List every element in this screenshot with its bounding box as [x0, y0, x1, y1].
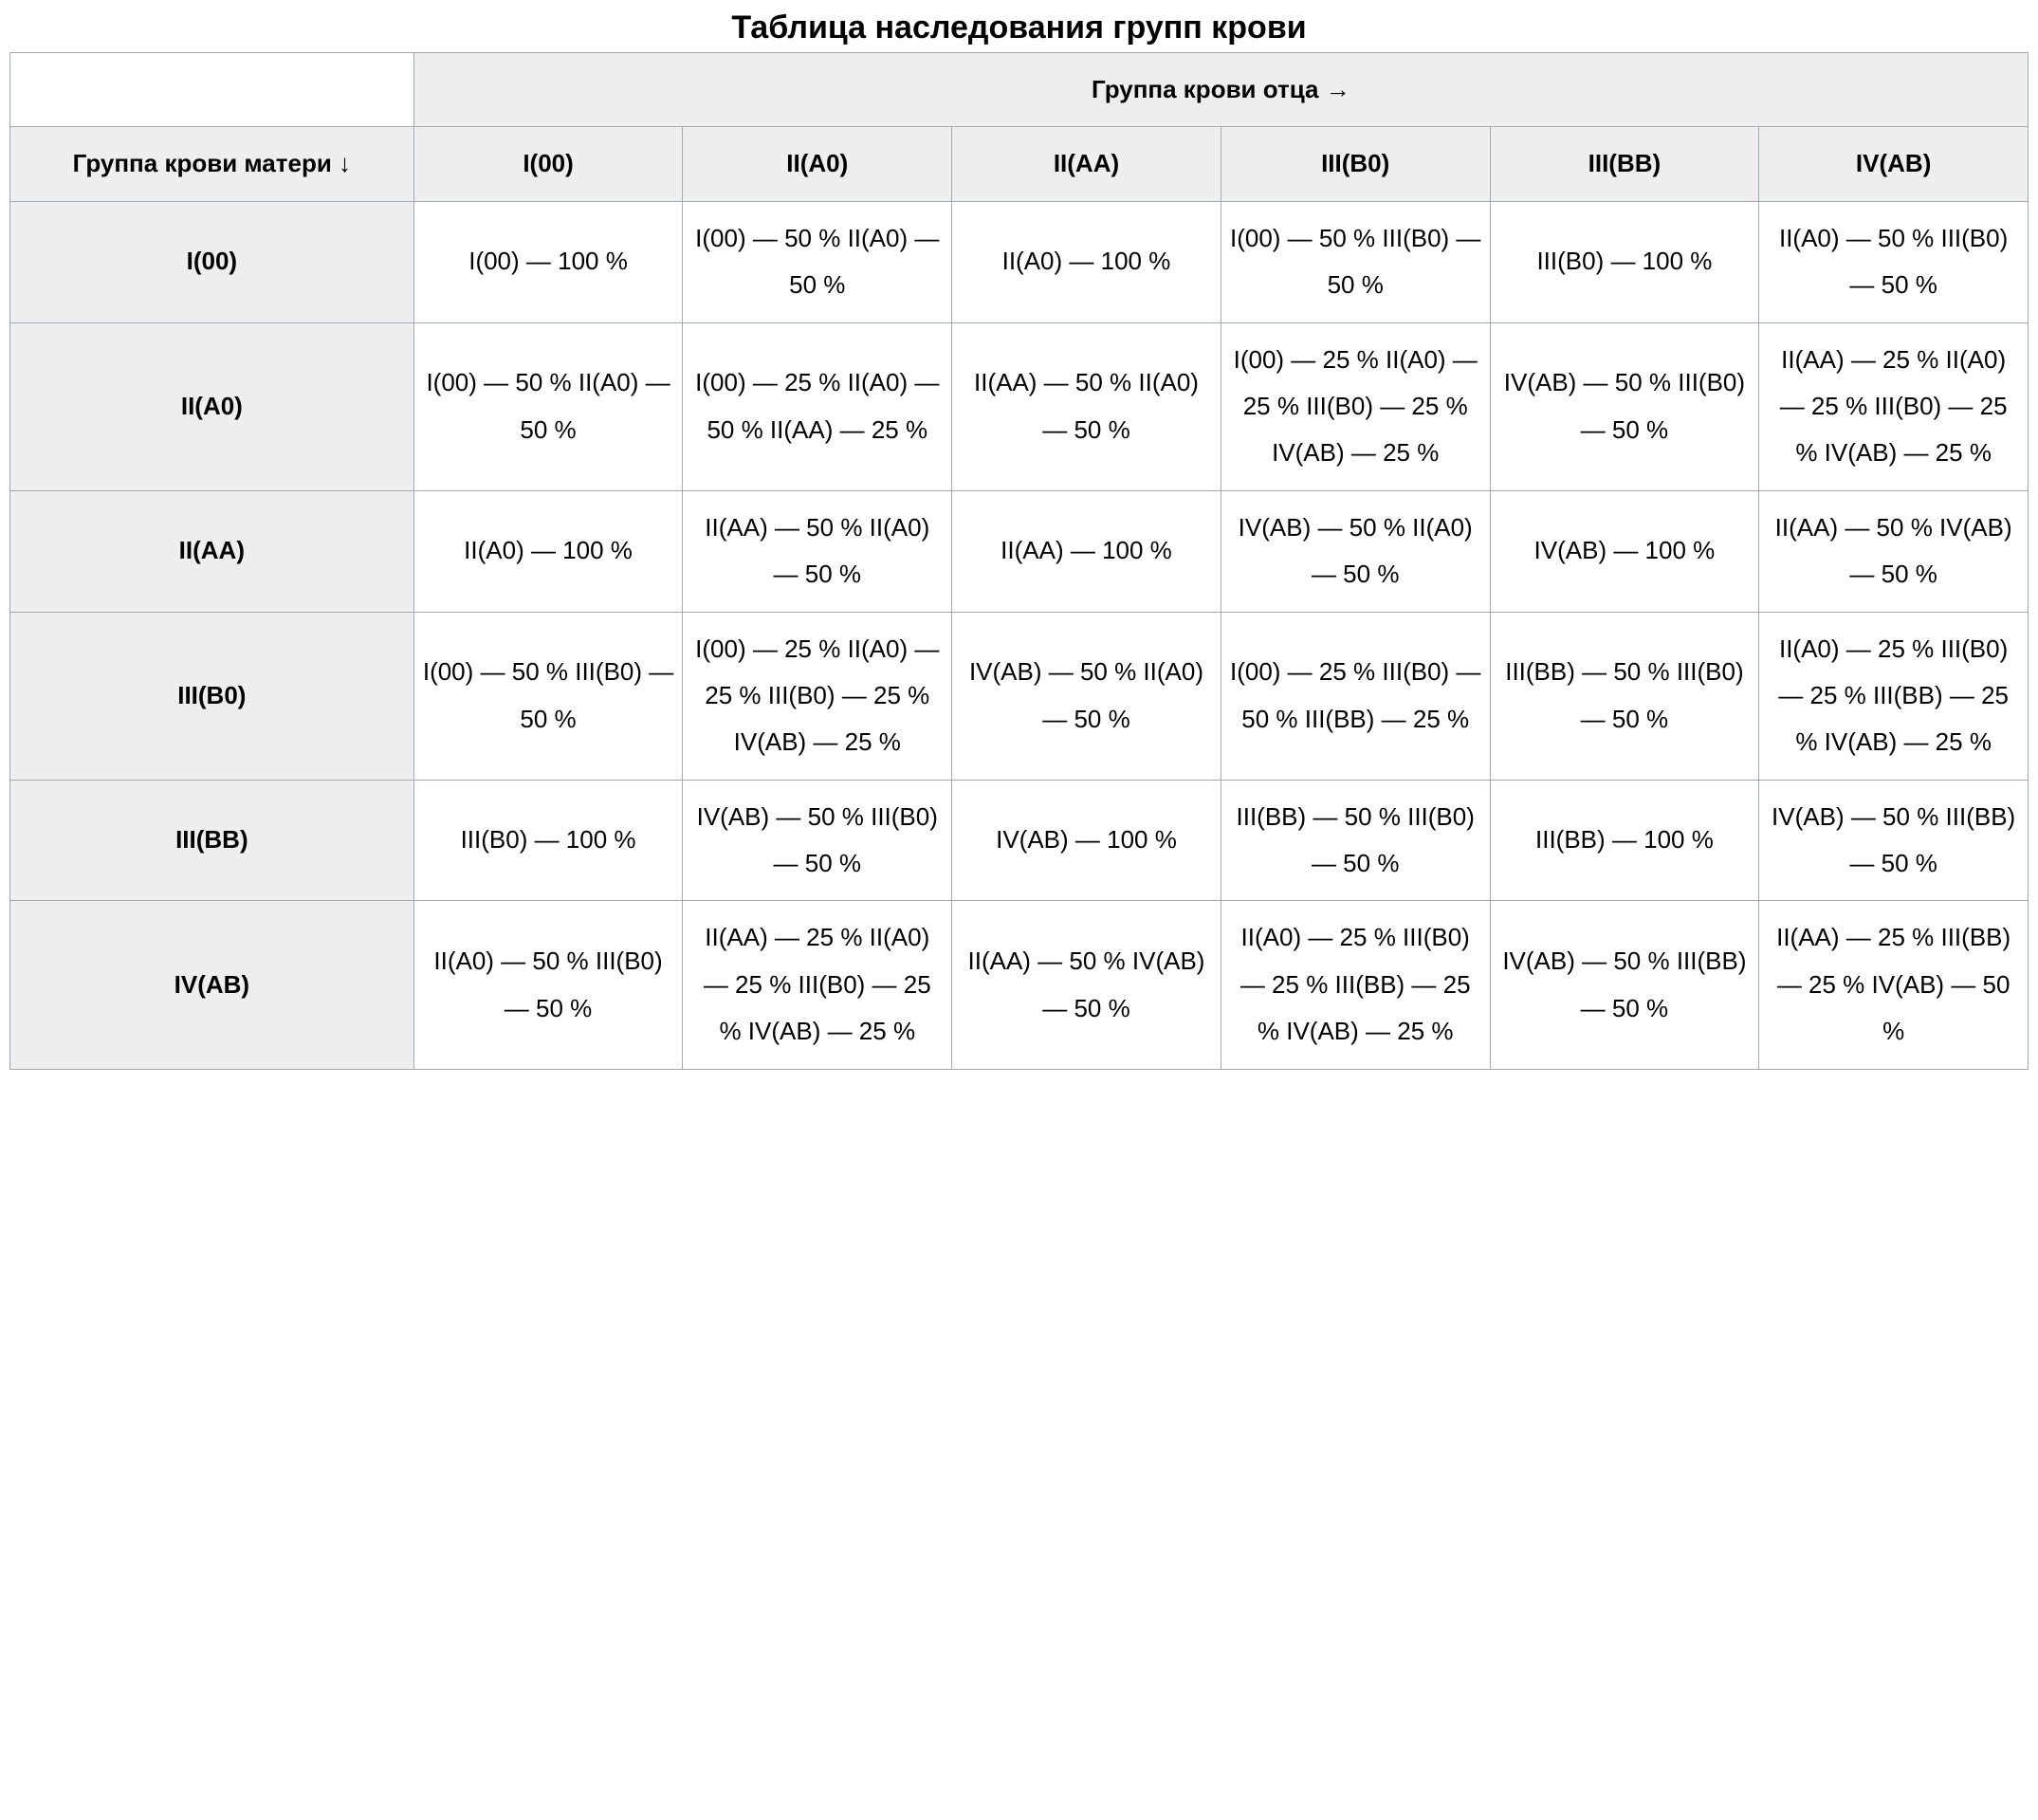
table-caption: Таблица наследования групп крови	[9, 9, 2029, 52]
data-cell: II(A0) — 25 % III(B0) — 25 % III(BB) — 2…	[1759, 612, 2029, 780]
data-cell: I(00) — 50 % II(A0) — 50 %	[413, 322, 683, 490]
col-header: III(B0)	[1221, 127, 1490, 201]
data-cell: I(00) — 50 % III(B0) — 50 %	[413, 612, 683, 780]
table-row: I(00)I(00) — 100 %I(00) — 50 % II(A0) — …	[10, 201, 2029, 322]
data-cell: I(00) — 25 % II(A0) — 50 % II(AA) — 25 %	[683, 322, 952, 490]
data-cell: II(A0) — 50 % III(B0) — 50 %	[413, 901, 683, 1069]
data-cell: I(00) — 25 % III(B0) — 50 % III(BB) — 25…	[1221, 612, 1490, 780]
data-cell: IV(AB) — 100 %	[952, 780, 1221, 901]
header-blank	[10, 53, 414, 127]
row-header: I(00)	[10, 201, 414, 322]
col-header: II(AA)	[952, 127, 1221, 201]
data-cell: II(A0) — 100 %	[952, 201, 1221, 322]
data-cell: II(AA) — 50 % II(A0) — 50 %	[952, 322, 1221, 490]
data-cell: III(BB) — 100 %	[1490, 780, 1759, 901]
blood-type-inheritance-table: Таблица наследования групп крови Группа …	[9, 9, 2029, 1070]
row-header: II(AA)	[10, 490, 414, 612]
data-cell: II(AA) — 25 % III(BB) — 25 % IV(AB) — 50…	[1759, 901, 2029, 1069]
data-cell: I(00) — 25 % II(A0) — 25 % III(B0) — 25 …	[683, 612, 952, 780]
data-cell: II(AA) — 50 % II(A0) — 50 %	[683, 490, 952, 612]
data-cell: II(AA) — 100 %	[952, 490, 1221, 612]
data-cell: IV(AB) — 100 %	[1490, 490, 1759, 612]
row-header: II(A0)	[10, 322, 414, 490]
data-cell: I(00) — 50 % III(B0) — 50 %	[1221, 201, 1490, 322]
data-cell: IV(AB) — 50 % III(B0) — 50 %	[683, 780, 952, 901]
data-cell: III(BB) — 50 % III(B0) — 50 %	[1221, 780, 1490, 901]
row-header: III(BB)	[10, 780, 414, 901]
header-father: Группа крови отца →	[413, 53, 2028, 127]
table-row: II(A0)I(00) — 50 % II(A0) — 50 %I(00) — …	[10, 322, 2029, 490]
data-cell: I(00) — 25 % II(A0) — 25 % III(B0) — 25 …	[1221, 322, 1490, 490]
data-cell: IV(AB) — 50 % II(A0) — 50 %	[1221, 490, 1490, 612]
col-header: II(A0)	[683, 127, 952, 201]
col-header: IV(AB)	[1759, 127, 2029, 201]
data-cell: II(AA) — 50 % IV(AB) — 50 %	[952, 901, 1221, 1069]
data-cell: IV(AB) — 50 % III(BB) — 50 %	[1490, 901, 1759, 1069]
col-header: I(00)	[413, 127, 683, 201]
data-cell: III(B0) — 100 %	[1490, 201, 1759, 322]
data-cell: IV(AB) — 50 % II(A0) — 50 %	[952, 612, 1221, 780]
table-row: III(B0)I(00) — 50 % III(B0) — 50 %I(00) …	[10, 612, 2029, 780]
table-row: II(AA)II(A0) — 100 %II(AA) — 50 % II(A0)…	[10, 490, 2029, 612]
data-cell: III(BB) — 50 % III(B0) — 50 %	[1490, 612, 1759, 780]
data-cell: IV(AB) — 50 % III(B0) — 50 %	[1490, 322, 1759, 490]
data-cell: II(A0) — 25 % III(B0) — 25 % III(BB) — 2…	[1221, 901, 1490, 1069]
col-header: III(BB)	[1490, 127, 1759, 201]
data-cell: I(00) — 50 % II(A0) — 50 %	[683, 201, 952, 322]
data-cell: II(AA) — 25 % II(A0) — 25 % III(B0) — 25…	[1759, 322, 2029, 490]
row-header: III(B0)	[10, 612, 414, 780]
row-header: IV(AB)	[10, 901, 414, 1069]
data-cell: II(AA) — 50 % IV(AB) — 50 %	[1759, 490, 2029, 612]
data-cell: IV(AB) — 50 % III(BB) — 50 %	[1759, 780, 2029, 901]
table-body: I(00)I(00) — 100 %I(00) — 50 % II(A0) — …	[10, 201, 2029, 1069]
header-mother: Группа крови матери ↓	[10, 127, 414, 201]
data-cell: I(00) — 100 %	[413, 201, 683, 322]
data-cell: II(A0) — 100 %	[413, 490, 683, 612]
table-row: IV(AB)II(A0) — 50 % III(B0) — 50 %II(AA)…	[10, 901, 2029, 1069]
data-cell: III(B0) — 100 %	[413, 780, 683, 901]
table-row: III(BB)III(B0) — 100 %IV(AB) — 50 % III(…	[10, 780, 2029, 901]
data-cell: II(A0) — 50 % III(B0) — 50 %	[1759, 201, 2029, 322]
data-cell: II(AA) — 25 % II(A0) — 25 % III(B0) — 25…	[683, 901, 952, 1069]
